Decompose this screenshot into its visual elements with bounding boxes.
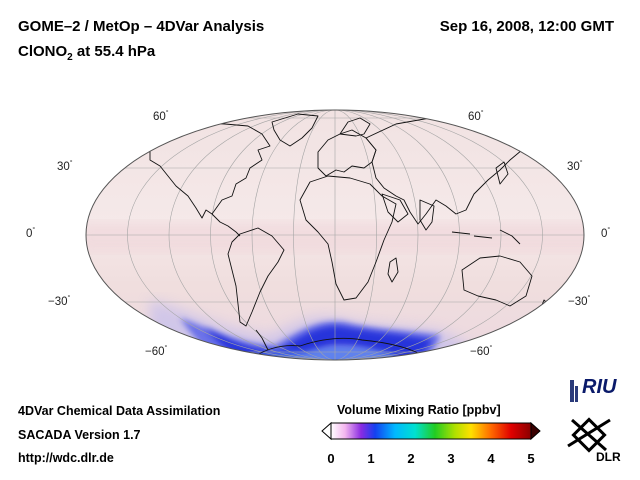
colorbar-tick-2: 2 [407, 451, 415, 466]
colorbar-tick-1: 1 [367, 451, 375, 466]
lat-label-60s-left: −60° [145, 345, 168, 358]
madagascar-outline [387, 257, 399, 283]
lat-label-60n-right: 60° [468, 110, 484, 123]
arabia-outline [381, 193, 409, 223]
lat-label-0-left: 0° [26, 227, 36, 240]
colorbar-tick-4: 4 [487, 451, 495, 466]
riu-logo-figure [570, 380, 578, 402]
south-america-outline [227, 227, 285, 327]
lat-label-60s-right: −60° [470, 345, 493, 358]
footer-version-label: SACADA Version 1.7 [18, 428, 141, 442]
antarctic-peninsula-outline [255, 329, 269, 351]
colorbar-tick-3: 3 [447, 451, 455, 466]
riu-logo: RIU [582, 376, 617, 398]
graticule-meridians [127, 110, 543, 360]
species-label: ClONO2 at 55.4 hPa [18, 43, 156, 63]
lat-label-30n-left: 30° [57, 160, 73, 173]
dlr-logo: DLR [596, 450, 621, 464]
india-outline [419, 199, 435, 231]
europe-outline [317, 129, 377, 177]
datetime-label: Sep 16, 2008, 12:00 GMT [439, 18, 614, 35]
lat-label-30n-right: 30° [567, 160, 583, 173]
australia-outline [461, 255, 533, 307]
central-america-outline [211, 213, 241, 237]
colorbar-tick-5: 5 [527, 451, 535, 466]
africa-outline [299, 175, 397, 301]
colorbar [321, 421, 541, 441]
lat-label-30s-right: −30° [568, 295, 591, 308]
lat-label-60n-left: 60° [153, 110, 169, 123]
lat-label-0-right: 0° [601, 227, 611, 240]
dlr-logo-symbol [567, 417, 611, 453]
colorbar-under-arrow [321, 421, 332, 441]
map-border [85, 109, 585, 361]
map-title: GOME–2 / MetOp – 4DVar Analysis [18, 18, 265, 35]
colorbar-gradient [330, 422, 532, 440]
equatorial-band [86, 222, 584, 252]
colorbar-title: Volume Mixing Ratio [ppbv] [337, 403, 501, 417]
colorbar-tick-0: 0 [327, 451, 335, 466]
scandinavia-outline [339, 117, 371, 137]
colorbar-over-arrow [530, 421, 541, 441]
lat-label-30s-left: −30° [48, 295, 71, 308]
footer-url-link[interactable]: http://wdc.dlr.de [18, 451, 114, 465]
greenland-outline [271, 113, 319, 147]
indonesia-outline [451, 229, 521, 245]
footer-assimilation-label: 4DVar Chemical Data Assimilation [18, 404, 221, 418]
japan-outline [495, 161, 509, 185]
